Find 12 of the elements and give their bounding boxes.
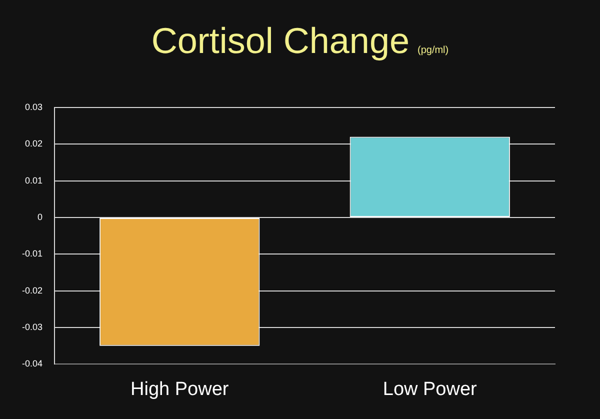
x-tick-label: Low Power [382,378,478,400]
chart-title: Cortisol Change [151,20,410,61]
chart-subtitle: (pg/ml) [418,45,449,56]
y-tick-label: -0.04 [22,358,43,369]
x-tick-label: High Power [130,378,230,400]
y-tick-label: 0.01 [24,175,43,186]
y-tick-label: 0.02 [24,138,43,149]
y-tick-label: 0 [38,212,43,222]
y-tick-label: -0.03 [22,322,43,332]
y-tick-label: 0.03 [24,102,43,112]
y-tick-label: -0.01 [22,248,43,259]
y-tick-label: -0.02 [22,285,43,296]
